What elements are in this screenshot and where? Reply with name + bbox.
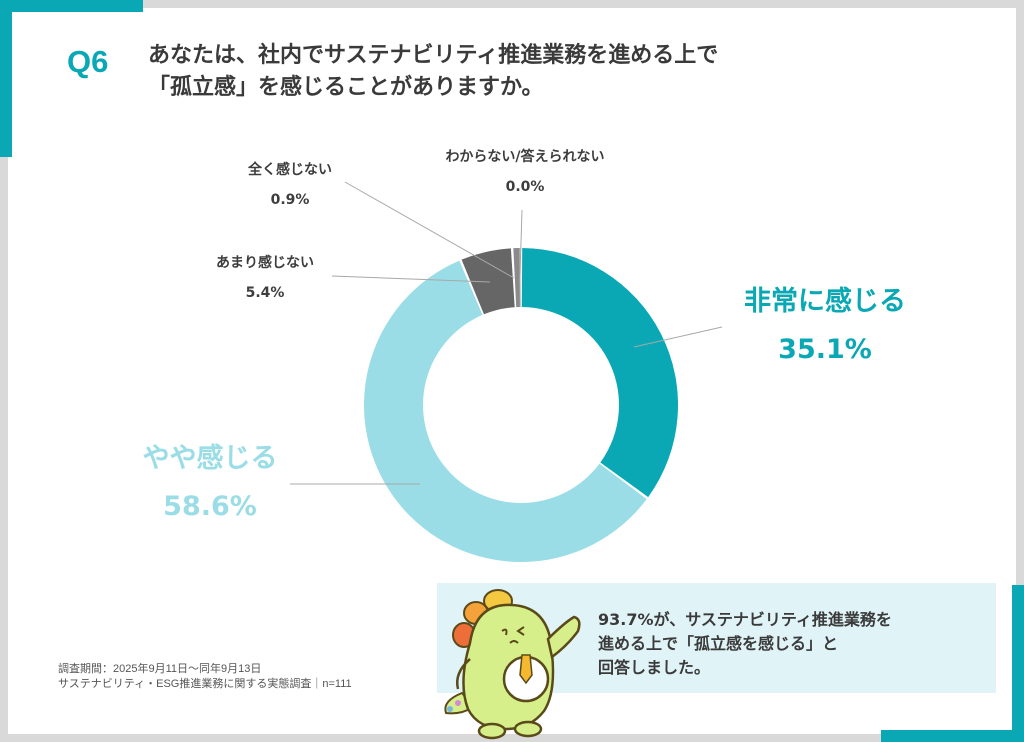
summary-line-2: 進める上で「孤立感を感じる」と bbox=[598, 634, 839, 653]
question-title: あなたは、社内でサステナビリティ推進業務を進める上で 「孤立感」を感じることがあ… bbox=[148, 40, 848, 104]
survey-name: サステナビリティ・ESG推進業務に関する実態調査｜n=111 bbox=[58, 678, 352, 690]
corner-bracket-top-left-horizontal bbox=[0, 0, 143, 12]
survey-period: 調査期間：2025年9月11日～同年9月13日 bbox=[58, 663, 262, 675]
corner-bracket-top-left-vertical bbox=[0, 0, 12, 157]
leader-line-unknown bbox=[519, 209, 523, 276]
leader-line-strong bbox=[633, 326, 723, 348]
summary-text: 93.7%が、サステナビリティ推進業務を 進める上で「孤立感を感じる」と 回答し… bbox=[598, 608, 892, 680]
donut-slices bbox=[364, 248, 678, 562]
dinosaur-mascot-icon bbox=[444, 589, 581, 740]
label-strong: 非常に感じる 35.1% bbox=[744, 286, 906, 365]
label-rarely: あまり感じない 5.4% bbox=[216, 255, 314, 301]
summary-line-3: 回答しました。 bbox=[598, 658, 711, 677]
leader-line-rarely bbox=[331, 275, 491, 283]
corner-bracket-bottom-right-vertical bbox=[1012, 585, 1024, 742]
slice-somewhat bbox=[364, 260, 647, 562]
corner-bracket-bottom-right-horizontal bbox=[881, 730, 1024, 742]
label-somewhat: やや感じる 58.6% bbox=[142, 443, 278, 522]
leader-lines bbox=[290, 181, 723, 485]
question-line-1: あなたは、社内でサステナビリティ推進業務を進める上で bbox=[148, 43, 719, 68]
survey-footnote: 調査期間：2025年9月11日～同年9月13日 サステナビリティ・ESG推進業務… bbox=[58, 662, 352, 692]
slice-never bbox=[513, 248, 521, 308]
question-number: Q6 bbox=[67, 44, 109, 79]
slice-strong bbox=[521, 248, 678, 498]
summary-line-1: 93.7%が、サステナビリティ推進業務を bbox=[598, 610, 892, 629]
label-unknown: わからない/答えられない 0.0% bbox=[445, 149, 605, 195]
slice-rarely bbox=[461, 248, 515, 315]
question-line-2: 「孤立感」を感じることがありますか。 bbox=[148, 75, 544, 100]
leader-line-never bbox=[344, 181, 515, 279]
label-never: 全く感じない 0.9% bbox=[248, 162, 332, 208]
